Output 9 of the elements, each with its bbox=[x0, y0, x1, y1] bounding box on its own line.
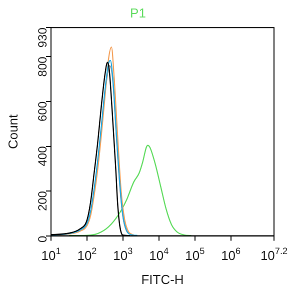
y-tick-label: 0 bbox=[35, 235, 50, 242]
x-axis-title: FITC-H bbox=[141, 272, 184, 287]
chart-title: P1 bbox=[130, 5, 146, 20]
y-tick-label: 200 bbox=[35, 190, 50, 212]
y-tick-label: 400 bbox=[35, 146, 50, 166]
y-tick-label: 600 bbox=[35, 101, 50, 122]
y-axis-title: Count bbox=[5, 114, 20, 150]
y-tick-label: 930 bbox=[35, 27, 50, 48]
y-tick-label: 800 bbox=[35, 56, 50, 77]
